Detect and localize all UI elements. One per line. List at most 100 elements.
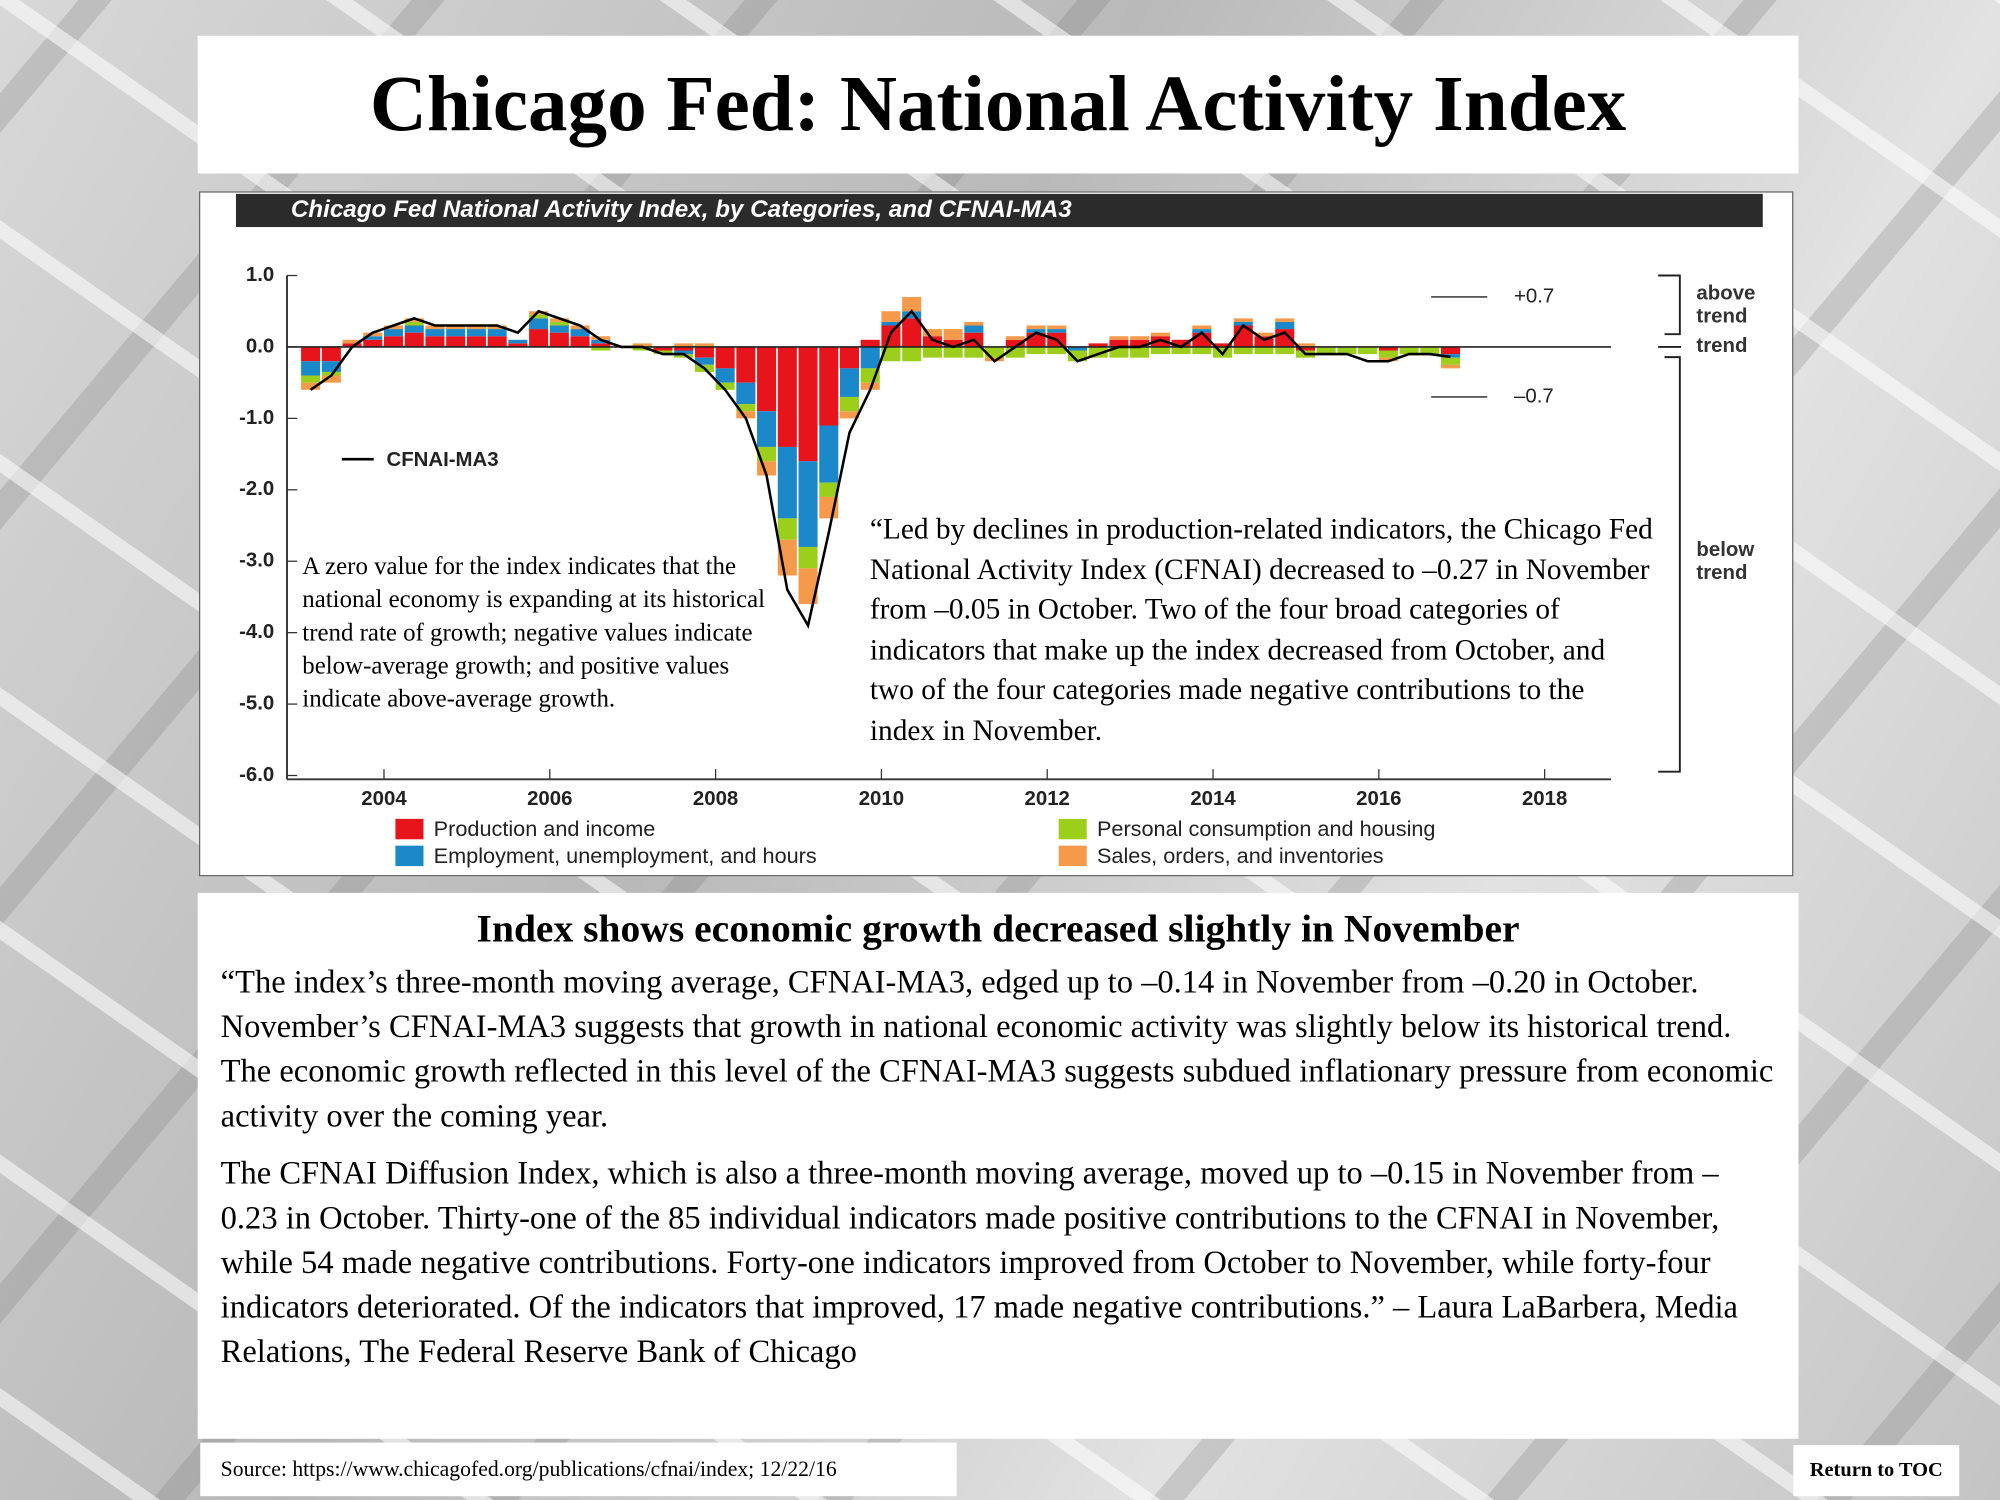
bar-segment — [1316, 346, 1336, 355]
bar-segment — [1441, 364, 1461, 369]
bar-segment — [902, 296, 922, 312]
bar-segment — [591, 336, 611, 340]
bar-segment — [529, 314, 549, 319]
bar-segment — [549, 321, 569, 326]
bar-segment — [1233, 318, 1253, 322]
bar-segment — [777, 346, 797, 447]
bar-segment — [715, 346, 735, 369]
x-tick-label: 2004 — [361, 788, 407, 810]
bar-segment — [653, 346, 673, 351]
bar-segment — [1047, 325, 1067, 330]
bar-segment — [591, 346, 611, 351]
bar-segment — [529, 329, 549, 347]
bar-segment — [1254, 346, 1274, 355]
bar-segment — [1275, 346, 1295, 355]
bar-segment — [922, 329, 942, 337]
bar-segment — [1378, 357, 1398, 362]
bar-segment — [446, 336, 466, 347]
legend-swatch — [395, 845, 424, 867]
bar-segment — [922, 336, 942, 347]
paragraph: “The index’s three-month moving average,… — [220, 963, 1774, 1134]
bar-segment — [487, 336, 507, 347]
legend-swatch — [1058, 845, 1087, 867]
bar-segment — [839, 411, 860, 419]
bar-segment — [674, 354, 694, 358]
section-heading: Index shows economic growth decreased sl… — [476, 905, 1520, 951]
y-tick-label: -3.0 — [239, 550, 274, 572]
bar-segment — [487, 325, 507, 330]
source: Source: https://www.chicagofed.org/publi… — [200, 1442, 957, 1497]
bar-segment — [1441, 346, 1461, 355]
bar-segment — [964, 325, 984, 333]
bar-segment — [757, 346, 777, 412]
bar-segment — [321, 375, 341, 383]
bar-segment — [1005, 346, 1025, 358]
bar-segment — [1150, 332, 1170, 337]
slide-title: Chicago Fed: National Activity Index — [369, 61, 1627, 148]
bar-segment — [1067, 346, 1088, 351]
return-button[interactable]: Return to TOC — [1793, 1445, 1960, 1497]
bar-segment — [321, 361, 341, 372]
bar-segment — [694, 343, 714, 347]
bar-segment — [529, 318, 549, 330]
bar-segment — [425, 325, 445, 330]
bar-segment — [694, 346, 714, 358]
bar-segment — [881, 321, 901, 326]
reference-label: +0.7 — [1514, 285, 1554, 307]
band-label: below trend — [1696, 539, 1755, 585]
bar-segment — [487, 329, 507, 337]
chart-quote: “Led by declines in production-related i… — [869, 512, 1653, 746]
bar-segment — [819, 482, 839, 497]
bracket — [1658, 274, 1681, 336]
bar-segment — [1047, 329, 1067, 333]
bar-segment — [922, 346, 942, 358]
legend-label: CFNAI-MA3 — [386, 449, 498, 471]
bar-segment — [508, 343, 528, 347]
bar-segment — [902, 318, 922, 347]
bar-segment — [1213, 343, 1233, 347]
chart-box — [198, 191, 1794, 877]
text-box: Index shows economic growth decreased sl… — [197, 892, 1799, 1439]
bar-segment — [1337, 346, 1357, 355]
bar-segment — [549, 332, 569, 347]
bar-segment — [736, 382, 756, 405]
legend-swatch — [395, 818, 424, 840]
bar-segment — [1005, 339, 1025, 347]
y-tick-label: -4.0 — [239, 621, 274, 643]
bar-segment — [1378, 350, 1398, 358]
bar-segment — [342, 339, 362, 344]
bar-segment — [1254, 336, 1274, 347]
chart-title-bar — [235, 193, 1763, 228]
plot: 1.0 0.0 -1.0 -2.0 -3.0 -4.0 -5.0 -6.0 2004 2006 20… — [239, 264, 1682, 868]
bar-segment — [777, 446, 797, 519]
bar-segment — [383, 329, 404, 337]
bar-segment — [964, 321, 984, 326]
bar-segment — [425, 336, 445, 347]
bar-segment — [1192, 325, 1212, 330]
bar-segment — [1047, 346, 1067, 355]
bar-segment — [1378, 346, 1398, 351]
bar-segment — [1192, 346, 1212, 355]
bar-segment — [591, 343, 611, 347]
x-tick-label: 2008 — [693, 788, 738, 810]
legend-label: Production and income — [434, 816, 656, 841]
bar-segment — [549, 325, 569, 333]
bar-segment — [777, 518, 797, 540]
bar-segment — [1130, 336, 1150, 340]
bar-segment — [404, 332, 424, 347]
bar-segment — [653, 350, 673, 355]
bar-segment — [1192, 329, 1212, 333]
bar-segment — [342, 343, 362, 347]
bar-segment — [1150, 336, 1170, 347]
paragraph: The CFNAI Diffusion Index, which is also… — [220, 1154, 1738, 1370]
bar-segment — [1067, 350, 1088, 362]
bar-segment — [1026, 346, 1046, 355]
bar-segment — [570, 325, 590, 330]
bar-segment — [1005, 336, 1025, 340]
bar-segment — [591, 339, 611, 344]
bar-segment — [1088, 343, 1108, 347]
legend-label: Sales, orders, and inventories — [1097, 843, 1384, 868]
bar-segment — [694, 357, 714, 365]
bar-segment — [301, 382, 321, 390]
